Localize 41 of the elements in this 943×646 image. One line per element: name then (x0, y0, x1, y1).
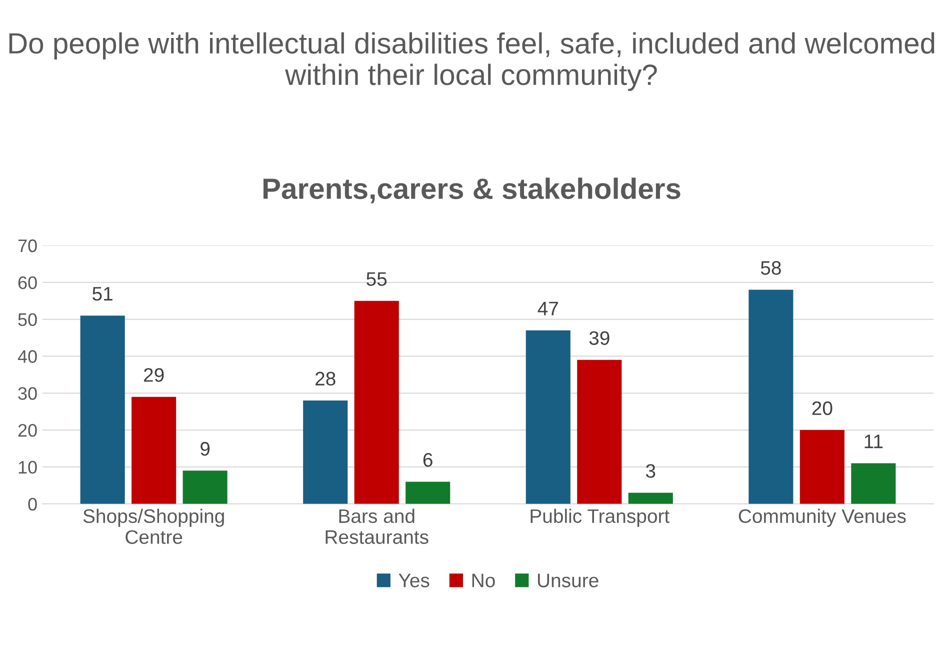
legend-label: Yes (398, 574, 430, 588)
legend-label: No (472, 574, 495, 588)
x-tick-label: Community Venues (738, 508, 906, 527)
bar (80, 316, 125, 504)
bar (182, 470, 228, 504)
bar (748, 290, 794, 504)
data-label: 58 (760, 261, 781, 275)
bar (526, 330, 570, 504)
bar (577, 360, 622, 504)
y-tick-label: 40 (18, 350, 37, 363)
bar (303, 400, 348, 504)
data-label: 55 (366, 272, 387, 286)
y-tick-label: 60 (18, 276, 37, 290)
x-tick-label: Bars and Restaurants (326, 508, 428, 544)
data-label: 47 (538, 302, 558, 316)
data-label: 28 (316, 372, 336, 386)
bar (406, 482, 450, 504)
bar (628, 492, 673, 504)
data-label: 20 (812, 401, 832, 416)
data-label: 9 (200, 442, 210, 456)
y-tick-label: 30 (18, 387, 37, 400)
x-tick-label: Shops/Shopping Centre (83, 508, 224, 544)
data-label: 51 (92, 287, 112, 301)
data-label: 11 (864, 434, 883, 448)
y-tick-label: 50 (18, 313, 37, 326)
chart-title: Do people with intellectual disabilities feel, safe, included and welcomed within their local community? (9, 32, 934, 91)
x-tick-label: Public Transport (530, 508, 670, 527)
bar (132, 396, 176, 504)
y-tick-label: 0 (28, 498, 37, 511)
data-label: 39 (589, 331, 610, 345)
chart-subtitle: Parents,carers & stakeholders (264, 178, 680, 204)
data-label: 6 (423, 453, 432, 467)
y-tick-label: 20 (18, 424, 37, 437)
bar (851, 463, 896, 504)
legend-label: Unsure (538, 574, 598, 588)
y-tick-label: 70 (18, 239, 37, 252)
data-label: 3 (646, 464, 656, 478)
data-label: 29 (144, 368, 164, 382)
bar (800, 430, 844, 504)
y-tick-label: 10 (18, 460, 37, 474)
bar (354, 300, 399, 504)
